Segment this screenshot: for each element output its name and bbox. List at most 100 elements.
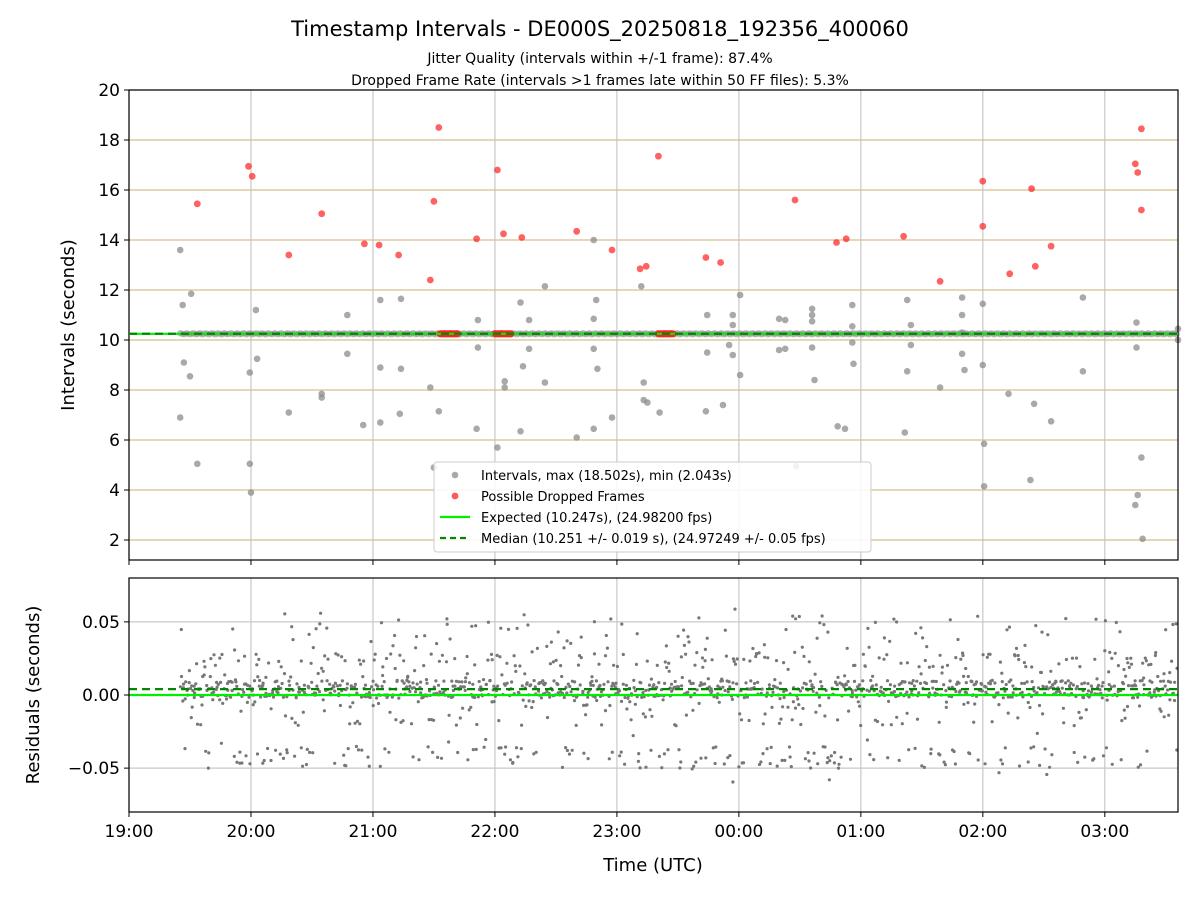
residual-point	[966, 701, 970, 705]
residual-point	[703, 647, 708, 652]
residual-point	[807, 759, 811, 763]
residual-point	[1017, 764, 1022, 768]
residual-point	[717, 700, 721, 704]
residual-point	[903, 680, 907, 684]
dropped-point-18	[642, 262, 650, 270]
residual-point	[466, 758, 470, 762]
interval-point-54	[703, 349, 711, 356]
residual-point	[953, 762, 958, 766]
dropped-point-26	[936, 277, 944, 285]
residual-point	[1046, 687, 1050, 691]
residual-point	[761, 722, 765, 726]
interval-point-101	[1133, 344, 1140, 351]
residual-point	[387, 750, 391, 754]
residual-point	[1121, 682, 1125, 686]
residual-point	[881, 723, 885, 727]
interval-point-57	[725, 341, 733, 349]
residual-point	[1040, 630, 1044, 634]
residual-point	[620, 622, 624, 626]
residual-point	[231, 627, 235, 631]
residual-point	[1048, 765, 1052, 769]
residual-point	[189, 686, 193, 691]
residual-point	[835, 683, 839, 687]
dropped-point-1	[245, 162, 252, 170]
residual-point	[663, 660, 667, 664]
residual-point	[393, 633, 397, 638]
residual-point	[238, 750, 242, 754]
residual-point	[564, 746, 568, 750]
residual-point	[1001, 696, 1005, 700]
residual-point	[328, 682, 332, 686]
interval-point-89	[961, 366, 968, 374]
residual-point	[1094, 617, 1098, 621]
residual-point	[333, 689, 337, 693]
interval-point-61	[736, 291, 744, 299]
residual-point	[888, 683, 893, 687]
interval-point-97	[1047, 418, 1055, 425]
residual-point	[1009, 678, 1013, 682]
residual-point	[1170, 659, 1174, 663]
residual-point	[447, 713, 451, 717]
residual-point	[782, 661, 786, 665]
residual-point	[516, 755, 520, 759]
residual-point	[320, 666, 324, 670]
residual-point	[1108, 650, 1112, 655]
interval-point-84	[936, 384, 944, 391]
dropped-point-22	[791, 196, 799, 204]
residual-point	[447, 740, 451, 744]
residual-point	[401, 719, 405, 723]
residual-point	[592, 620, 597, 624]
residual-point	[579, 656, 583, 660]
interval-point-83	[903, 368, 911, 375]
interval-point-12	[285, 409, 293, 416]
residual-point	[742, 657, 746, 662]
interval-point-95	[1027, 476, 1034, 484]
residual-point	[918, 681, 923, 686]
residual-point	[458, 716, 462, 720]
dropped-point-9	[430, 197, 438, 205]
residual-point	[212, 653, 216, 657]
residual-point	[582, 703, 586, 708]
top-axes: 2 4 6 8 10 12 14 16 18 20	[98, 81, 1179, 565]
residual-point	[1118, 630, 1122, 634]
residual-point	[562, 646, 566, 650]
top-ytick-label-6: 14	[98, 231, 120, 251]
residual-point	[356, 748, 361, 752]
residual-point	[739, 718, 744, 722]
residual-point	[338, 703, 342, 708]
residual-point	[407, 680, 411, 684]
residual-point	[858, 704, 862, 708]
residual-point	[453, 657, 457, 661]
x-tick-label-7: 02:00	[958, 822, 1007, 842]
residual-point	[684, 713, 689, 717]
residual-point	[257, 657, 261, 662]
residual-point	[261, 681, 265, 685]
interval-point-20	[377, 419, 384, 426]
residual-point	[527, 699, 531, 703]
residual-point	[735, 657, 739, 661]
residual-point	[744, 681, 748, 685]
residual-point	[1035, 731, 1039, 736]
interval-point-18	[377, 296, 384, 304]
residual-point	[440, 653, 444, 657]
interval-point-44	[590, 425, 597, 433]
residual-point	[823, 745, 827, 749]
residual-point	[625, 707, 629, 711]
legend-label-median: Median (10.251 +/- 0.019 s), (24.97249 +…	[481, 532, 826, 547]
residual-point	[317, 690, 322, 694]
residual-point	[448, 637, 452, 641]
residual-point	[814, 710, 818, 714]
residual-point	[202, 659, 206, 663]
residual-point	[565, 748, 570, 753]
residual-point	[242, 654, 247, 658]
residual-point	[810, 683, 814, 687]
residual-point	[371, 679, 375, 683]
residual-point	[1119, 758, 1123, 762]
residual-point	[258, 678, 262, 683]
residual-point	[940, 665, 945, 669]
residual-point	[920, 764, 924, 768]
residual-point	[254, 652, 258, 656]
residual-point	[757, 651, 761, 655]
residual-point	[508, 758, 512, 762]
residual-point	[788, 755, 792, 759]
